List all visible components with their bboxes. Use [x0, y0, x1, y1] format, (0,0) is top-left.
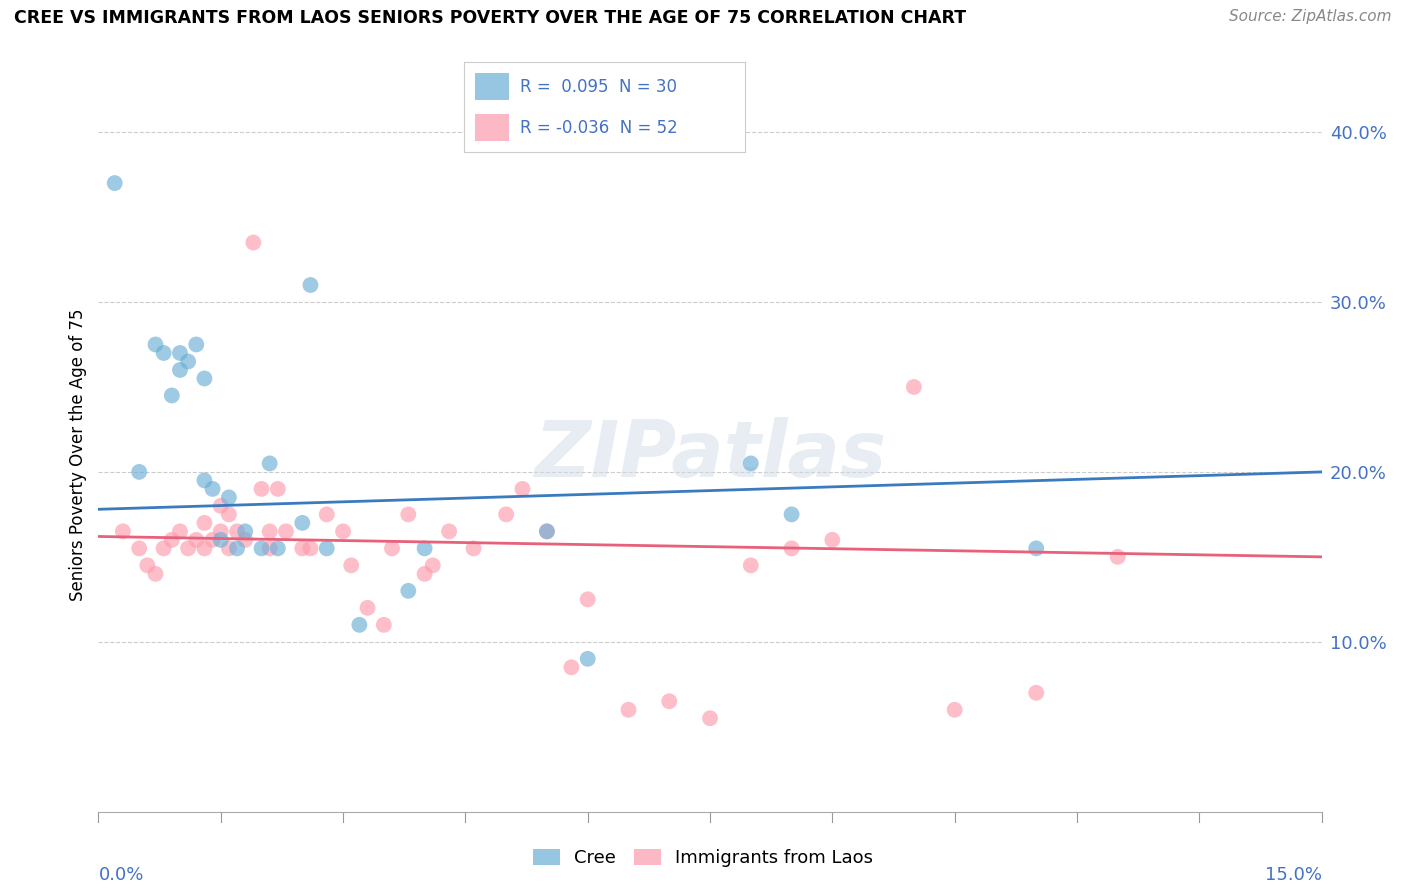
Point: [111, 524, 134, 539]
Point: [259, 541, 281, 556]
Point: [576, 652, 599, 666]
Bar: [475, 114, 509, 141]
Point: [169, 524, 191, 539]
Point: [1025, 686, 1047, 700]
Point: [218, 491, 240, 505]
Point: [1107, 549, 1129, 564]
Point: [169, 346, 191, 360]
Legend: Cree, Immigrants from Laos: Cree, Immigrants from Laos: [526, 841, 880, 874]
Point: [943, 703, 966, 717]
Text: ZIPatlas: ZIPatlas: [534, 417, 886, 493]
Point: [259, 457, 281, 471]
Point: [193, 371, 215, 385]
Point: [218, 508, 240, 522]
Point: [201, 533, 224, 547]
Point: [209, 533, 232, 547]
Point: [495, 508, 517, 522]
Point: [259, 524, 281, 539]
Point: [821, 533, 844, 547]
Point: [437, 524, 460, 539]
Point: [128, 465, 150, 479]
Point: [136, 558, 159, 573]
Point: [267, 541, 290, 556]
Point: [250, 541, 273, 556]
Point: [209, 499, 232, 513]
Point: [536, 524, 558, 539]
Point: [201, 482, 224, 496]
Text: R =  0.095  N = 30: R = 0.095 N = 30: [520, 78, 678, 95]
Point: [242, 235, 264, 250]
Text: CREE VS IMMIGRANTS FROM LAOS SENIORS POVERTY OVER THE AGE OF 75 CORRELATION CHAR: CREE VS IMMIGRANTS FROM LAOS SENIORS POV…: [14, 9, 966, 27]
Point: [160, 533, 183, 547]
Point: [299, 541, 322, 556]
Y-axis label: Seniors Poverty Over the Age of 75: Seniors Poverty Over the Age of 75: [69, 309, 87, 601]
Bar: [475, 73, 509, 100]
Point: [422, 558, 444, 573]
Text: 0.0%: 0.0%: [98, 866, 143, 884]
Point: [560, 660, 582, 674]
Point: [145, 566, 167, 581]
Point: [267, 482, 290, 496]
Point: [340, 558, 363, 573]
Point: [658, 694, 681, 708]
Point: [780, 541, 803, 556]
Point: [381, 541, 404, 556]
Point: [413, 541, 436, 556]
Point: [226, 541, 249, 556]
Point: [193, 541, 215, 556]
Point: [104, 176, 127, 190]
Point: [740, 558, 762, 573]
Point: [463, 541, 485, 556]
Point: [291, 541, 314, 556]
Point: [177, 541, 200, 556]
Point: [903, 380, 925, 394]
Point: [299, 278, 322, 293]
Point: [186, 337, 208, 351]
Point: [536, 524, 558, 539]
Point: [315, 508, 337, 522]
Text: Source: ZipAtlas.com: Source: ZipAtlas.com: [1229, 9, 1392, 24]
Point: [152, 541, 174, 556]
Point: [780, 508, 803, 522]
Point: [1025, 541, 1047, 556]
Point: [209, 524, 232, 539]
Point: [160, 388, 183, 402]
Point: [233, 524, 256, 539]
Point: [218, 541, 240, 556]
Point: [145, 337, 167, 351]
Point: [315, 541, 337, 556]
Point: [128, 541, 150, 556]
Point: [576, 592, 599, 607]
Text: R = -0.036  N = 52: R = -0.036 N = 52: [520, 119, 678, 136]
Point: [193, 474, 215, 488]
Point: [274, 524, 297, 539]
Point: [332, 524, 354, 539]
Point: [186, 533, 208, 547]
Point: [349, 617, 371, 632]
Text: 15.0%: 15.0%: [1264, 866, 1322, 884]
Point: [396, 508, 419, 522]
Point: [356, 600, 378, 615]
Point: [699, 711, 721, 725]
Point: [740, 457, 762, 471]
Point: [396, 583, 419, 598]
Point: [291, 516, 314, 530]
Point: [373, 617, 395, 632]
Point: [152, 346, 174, 360]
Point: [177, 354, 200, 368]
Point: [617, 703, 640, 717]
Point: [512, 482, 534, 496]
Point: [226, 524, 249, 539]
Point: [233, 533, 256, 547]
Point: [250, 482, 273, 496]
Point: [193, 516, 215, 530]
Point: [169, 363, 191, 377]
Point: [413, 566, 436, 581]
